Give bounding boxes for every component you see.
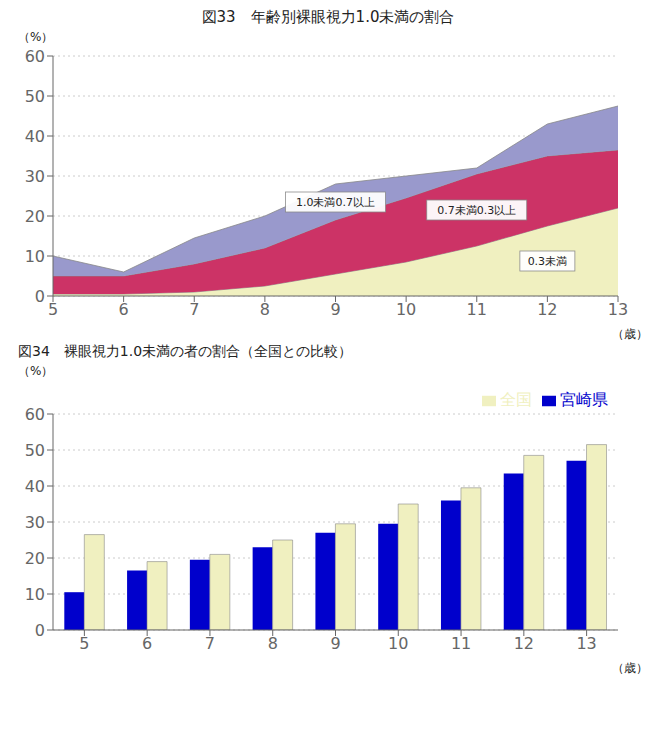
svg-text:11: 11 xyxy=(451,634,471,653)
svg-text:20: 20 xyxy=(25,207,45,226)
svg-text:13: 13 xyxy=(608,300,628,319)
svg-text:7: 7 xyxy=(205,634,215,653)
html-text:全国: 全国 xyxy=(500,390,532,409)
svg-text:10: 10 xyxy=(25,247,45,266)
svg-text:9: 9 xyxy=(330,300,340,319)
svg-text:20: 20 xyxy=(25,549,45,568)
svg-text:10: 10 xyxy=(25,585,45,604)
svg-text:1.0未満0.7以上: 1.0未満0.7以上 xyxy=(296,196,375,209)
svg-text:7: 7 xyxy=(189,300,199,319)
svg-text:11: 11 xyxy=(467,300,487,319)
html-text:宮崎県: 宮崎県 xyxy=(560,390,608,409)
svg-text:10: 10 xyxy=(396,300,416,319)
svg-text:0: 0 xyxy=(35,621,45,640)
html-text:（歳）: （歳） xyxy=(612,661,648,675)
svg-text:40: 40 xyxy=(25,127,45,146)
svg-text:12: 12 xyxy=(514,634,534,653)
svg-text:50: 50 xyxy=(25,87,45,106)
svg-text:60: 60 xyxy=(25,47,45,66)
svg-text:0.3未満: 0.3未満 xyxy=(528,255,568,268)
svg-text:6: 6 xyxy=(119,300,129,319)
svg-text:9: 9 xyxy=(330,634,340,653)
svg-text:40: 40 xyxy=(25,477,45,496)
svg-text:50: 50 xyxy=(25,441,45,460)
svg-text:0.7未満0.3以上: 0.7未満0.3以上 xyxy=(437,204,516,217)
svg-text:0: 0 xyxy=(35,287,45,306)
html-text:図33 年齢別裸眼視力1.0未満の割合: 図33 年齢別裸眼視力1.0未満の割合 xyxy=(201,8,455,26)
svg-text:30: 30 xyxy=(25,167,45,186)
html-text:（歳）: （歳） xyxy=(612,327,648,341)
svg-text:5: 5 xyxy=(48,300,58,319)
svg-text:10: 10 xyxy=(388,634,408,653)
svg-text:30: 30 xyxy=(25,513,45,532)
html-text:図34 裸眼視力1.0未満の者の割合（全国との比較）: 図34 裸眼視力1.0未満の者の割合（全国との比較） xyxy=(18,343,353,359)
svg-text:8: 8 xyxy=(268,634,278,653)
svg-text:6: 6 xyxy=(142,634,152,653)
svg-text:5: 5 xyxy=(79,634,89,653)
svg-text:13: 13 xyxy=(576,634,596,653)
svg-text:8: 8 xyxy=(260,300,270,319)
svg-text:60: 60 xyxy=(25,405,45,424)
svg-text:12: 12 xyxy=(537,300,557,319)
